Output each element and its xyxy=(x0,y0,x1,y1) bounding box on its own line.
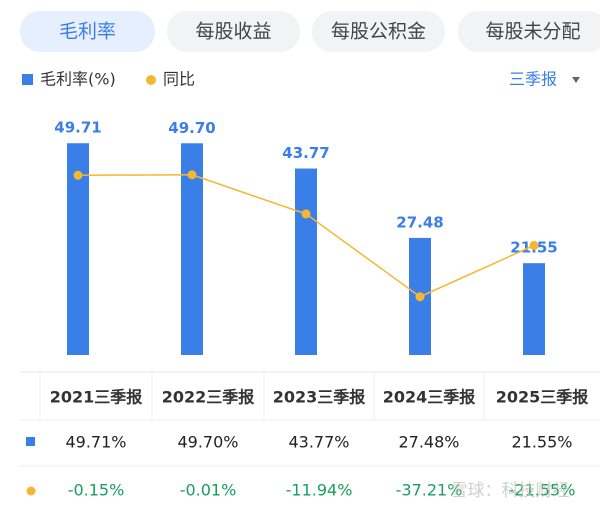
tab[interactable] xyxy=(20,11,155,52)
table-cell: 43.77% xyxy=(288,433,349,452)
table-cell: -21.55% xyxy=(509,481,576,500)
table-cell: 49.71% xyxy=(65,433,126,452)
tabs: 毛利率 每股收益 每股公积金 每股未分配 xyxy=(20,11,600,52)
bar xyxy=(295,168,317,355)
table-cell: 27.48% xyxy=(398,433,459,452)
line-point xyxy=(415,292,425,302)
line-point xyxy=(73,170,83,180)
line-point xyxy=(301,209,311,219)
tab[interactable] xyxy=(458,11,600,52)
table-cell: -11.94% xyxy=(286,481,353,500)
column-header: 2023三季报 xyxy=(273,388,366,407)
legend-label: 同比 xyxy=(163,70,195,89)
data-label: 27.48 xyxy=(396,213,443,231)
row-marker xyxy=(26,486,36,496)
tab-label[interactable]: 每股收益 xyxy=(195,21,271,43)
column-header: 2022三季报 xyxy=(162,388,255,407)
table-cell: -0.15% xyxy=(68,481,125,500)
line-point xyxy=(529,240,539,250)
dropdown-arrow[interactable] xyxy=(572,77,580,83)
table-cell: -0.01% xyxy=(180,481,237,500)
table: 2021三季报 2022三季报 2023三季报 2024三季报 2025三季报 49.71… xyxy=(20,371,600,500)
bar xyxy=(181,143,203,355)
column-header: 2021三季报 xyxy=(50,388,143,407)
data-label: 49.70 xyxy=(168,119,215,137)
tab[interactable] xyxy=(167,11,300,52)
tab[interactable] xyxy=(312,11,445,52)
data-label: 49.71 xyxy=(54,119,101,137)
legend-swatch xyxy=(146,75,156,85)
row-marker xyxy=(26,437,35,446)
column-header: 2024三季报 xyxy=(383,388,476,407)
table-cell: 49.70% xyxy=(177,433,238,452)
bar xyxy=(67,143,89,355)
table-cell: -37.21% xyxy=(396,481,463,500)
tab-label[interactable]: 毛利率 xyxy=(59,21,116,43)
legend-label: 毛利率(%) xyxy=(40,70,116,89)
tab-label[interactable]: 每股未分配 xyxy=(485,21,580,43)
watermark: 雪球：科技财经 xyxy=(451,481,570,501)
column-header: 2025三季报 xyxy=(496,388,589,407)
data-label: 43.77 xyxy=(282,144,329,162)
tab-label[interactable]: 每股公积金 xyxy=(331,21,426,43)
legend-swatch xyxy=(22,74,33,85)
line-point xyxy=(187,170,197,180)
period-select[interactable]: 三季报 xyxy=(509,70,557,89)
table-cell: 21.55% xyxy=(511,433,572,452)
bar xyxy=(523,263,545,355)
